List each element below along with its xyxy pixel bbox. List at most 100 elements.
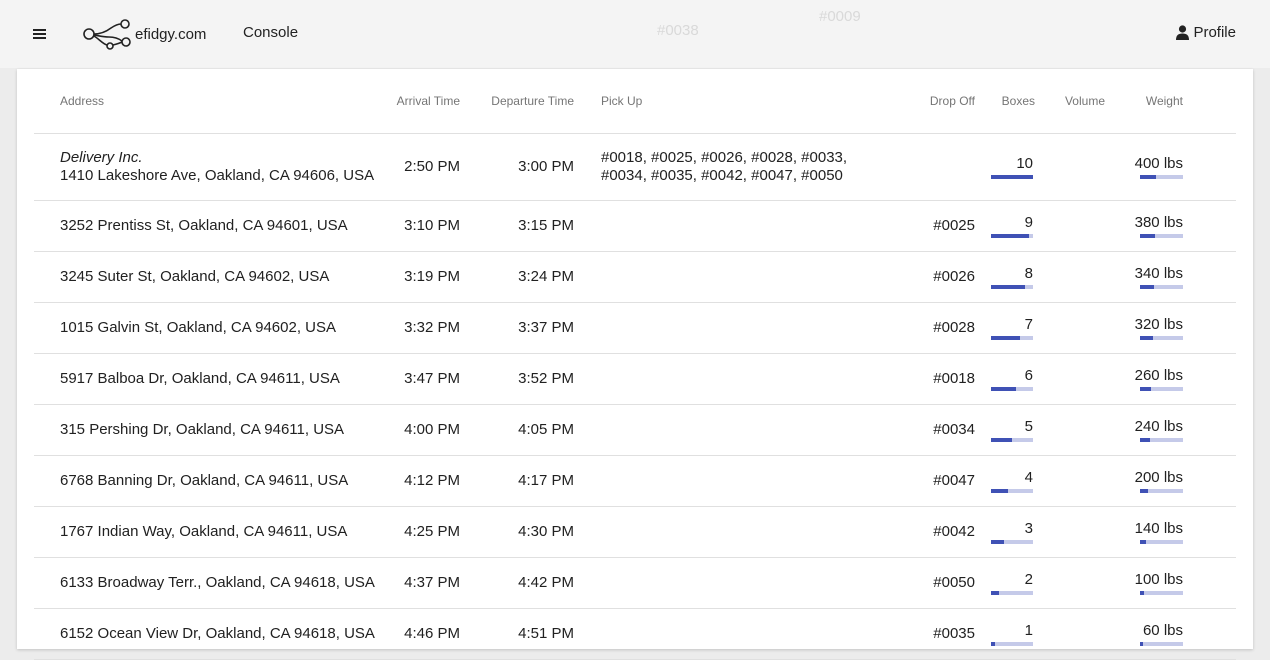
weight-cell: 240 lbs bbox=[1105, 404, 1183, 456]
route-stops-table: Address Arrival Time Departure Time Pick… bbox=[34, 69, 1236, 660]
column-header-boxes[interactable]: Boxes bbox=[975, 69, 1035, 134]
weight-value: 320 lbs bbox=[1134, 315, 1183, 333]
arrival-time: 2:50 PM bbox=[389, 133, 460, 201]
table-row[interactable]: 3245 Suter St, Oakland, CA 94602, USA 3:1… bbox=[34, 251, 1236, 303]
pickup-orders bbox=[574, 608, 874, 660]
arrival-time: 4:37 PM bbox=[389, 557, 460, 609]
pickup-orders: #0018, #0025, #0026, #0028, #0033, #0034… bbox=[574, 133, 874, 201]
person-icon bbox=[1176, 25, 1190, 40]
weight-cell: 320 lbs bbox=[1105, 302, 1183, 354]
table-row[interactable]: 1015 Galvin St, Oakland, CA 94602, USA 3:… bbox=[34, 302, 1236, 354]
volume-cell bbox=[1035, 455, 1105, 507]
pickup-orders bbox=[574, 200, 874, 252]
weight-cell: 260 lbs bbox=[1105, 353, 1183, 405]
row-spacer bbox=[1183, 200, 1236, 252]
boxes-value: 1 bbox=[1024, 621, 1033, 639]
boxes-progress-bar bbox=[991, 174, 1033, 179]
boxes-value: 10 bbox=[1016, 154, 1033, 172]
pickup-orders bbox=[574, 404, 874, 456]
weight-progress-bar bbox=[1140, 335, 1183, 340]
weight-progress-bar bbox=[1140, 590, 1183, 595]
table-row[interactable]: 3252 Prentiss St, Oakland, CA 94601, USA… bbox=[34, 200, 1236, 252]
dropoff-order bbox=[874, 133, 975, 201]
route-table-card: Address Arrival Time Departure Time Pick… bbox=[17, 69, 1253, 660]
boxes-progress-fill bbox=[991, 590, 1000, 595]
row-spacer bbox=[1183, 302, 1236, 354]
address-cell: 3252 Prentiss St, Oakland, CA 94601, USA bbox=[34, 200, 389, 252]
boxes-progress-bar bbox=[991, 233, 1033, 238]
column-header-weight[interactable]: Weight bbox=[1105, 69, 1183, 134]
weight-cell: 340 lbs bbox=[1105, 251, 1183, 303]
volume-cell bbox=[1035, 251, 1105, 303]
arrival-time: 4:00 PM bbox=[389, 404, 460, 456]
address-cell: 6152 Ocean View Dr, Oakland, CA 94618, U… bbox=[34, 608, 389, 660]
boxes-progress-bar bbox=[991, 284, 1033, 289]
pickup-orders bbox=[574, 251, 874, 303]
boxes-value: 7 bbox=[1024, 315, 1033, 333]
address-text: 3252 Prentiss St, Oakland, CA 94601, USA bbox=[60, 216, 348, 234]
volume-cell bbox=[1035, 506, 1105, 558]
boxes-progress-bar bbox=[991, 488, 1033, 493]
weight-cell: 380 lbs bbox=[1105, 200, 1183, 252]
departure-time: 4:30 PM bbox=[460, 506, 574, 558]
dropoff-order: #0026 bbox=[874, 251, 975, 303]
weight-progress-bar bbox=[1140, 233, 1183, 238]
arrival-time: 3:10 PM bbox=[389, 200, 460, 252]
boxes-value: 6 bbox=[1024, 366, 1033, 384]
address-text: 1015 Galvin St, Oakland, CA 94602, USA bbox=[60, 318, 336, 336]
departure-time: 4:17 PM bbox=[460, 455, 574, 507]
address-cell: 1015 Galvin St, Oakland, CA 94602, USA bbox=[34, 302, 389, 354]
table-row[interactable]: Delivery Inc. 1410 Lakeshore Ave, Oakland… bbox=[34, 133, 1236, 201]
table-row[interactable]: 6152 Ocean View Dr, Oakland, CA 94618, U… bbox=[34, 608, 1236, 660]
boxes-progress-fill bbox=[991, 488, 1008, 493]
weight-cell: 200 lbs bbox=[1105, 455, 1183, 507]
boxes-value: 9 bbox=[1024, 213, 1033, 231]
table-row[interactable]: 5917 Balboa Dr, Oakland, CA 94611, USA 3:… bbox=[34, 353, 1236, 405]
departure-time: 3:15 PM bbox=[460, 200, 574, 252]
column-header-departure[interactable]: Departure Time bbox=[460, 69, 574, 134]
address-text: 6133 Broadway Terr., Oakland, CA 94618, … bbox=[60, 573, 375, 591]
nav-console-link[interactable]: Console bbox=[243, 24, 299, 41]
boxes-value: 5 bbox=[1024, 417, 1033, 435]
weight-progress-fill bbox=[1140, 335, 1154, 340]
boxes-cell: 7 bbox=[975, 302, 1035, 354]
weight-progress-bar bbox=[1140, 641, 1183, 646]
boxes-cell: 2 bbox=[975, 557, 1035, 609]
arrival-time: 4:12 PM bbox=[389, 455, 460, 507]
weight-value: 400 lbs bbox=[1134, 154, 1183, 172]
boxes-value: 2 bbox=[1024, 570, 1033, 588]
departure-time: 3:24 PM bbox=[460, 251, 574, 303]
boxes-cell: 8 bbox=[975, 251, 1035, 303]
hamburger-menu-icon[interactable] bbox=[32, 26, 48, 42]
column-header-arrival[interactable]: Arrival Time bbox=[389, 69, 460, 134]
column-header-address[interactable]: Address bbox=[34, 69, 389, 134]
brand-logo[interactable]: efidgy.com bbox=[82, 18, 206, 50]
pickup-orders bbox=[574, 455, 874, 507]
table-row[interactable]: 6768 Banning Dr, Oakland, CA 94611, USA 4… bbox=[34, 455, 1236, 507]
volume-cell bbox=[1035, 302, 1105, 354]
column-header-pickup[interactable]: Pick Up bbox=[574, 69, 874, 134]
weight-value: 200 lbs bbox=[1134, 468, 1183, 486]
boxes-progress-bar bbox=[991, 539, 1033, 544]
row-spacer bbox=[1183, 251, 1236, 303]
weight-cell: 60 lbs bbox=[1105, 608, 1183, 660]
row-spacer bbox=[1183, 404, 1236, 456]
address-text: 1410 Lakeshore Ave, Oakland, CA 94606, U… bbox=[60, 166, 375, 184]
weight-progress-fill bbox=[1140, 174, 1157, 179]
column-header-dropoff[interactable]: Drop Off bbox=[874, 69, 975, 134]
profile-button[interactable]: Profile bbox=[1176, 24, 1236, 41]
row-spacer bbox=[1183, 133, 1236, 201]
table-row[interactable]: 1767 Indian Way, Oakland, CA 94611, USA 4… bbox=[34, 506, 1236, 558]
weight-progress-fill bbox=[1140, 284, 1155, 289]
boxes-progress-fill bbox=[991, 386, 1017, 391]
volume-cell bbox=[1035, 133, 1105, 201]
boxes-progress-fill bbox=[991, 539, 1004, 544]
address-cell: 5917 Balboa Dr, Oakland, CA 94611, USA bbox=[34, 353, 389, 405]
weight-progress-fill bbox=[1140, 437, 1150, 442]
arrival-time: 4:46 PM bbox=[389, 608, 460, 660]
table-row[interactable]: 6133 Broadway Terr., Oakland, CA 94618, … bbox=[34, 557, 1236, 609]
table-row[interactable]: 315 Pershing Dr, Oakland, CA 94611, USA 4… bbox=[34, 404, 1236, 456]
address-cell: 6768 Banning Dr, Oakland, CA 94611, USA bbox=[34, 455, 389, 507]
address-cell: 6133 Broadway Terr., Oakland, CA 94618, … bbox=[34, 557, 389, 609]
column-header-volume[interactable]: Volume bbox=[1035, 69, 1105, 134]
